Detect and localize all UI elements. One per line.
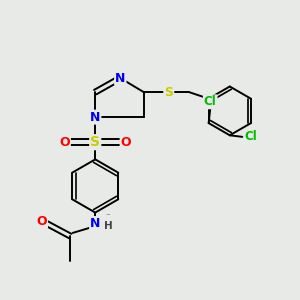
Text: S: S	[90, 135, 100, 149]
Text: H: H	[104, 221, 113, 231]
Text: N: N	[90, 217, 101, 230]
Text: O: O	[59, 136, 70, 149]
Text: O: O	[121, 136, 131, 149]
Text: N: N	[90, 111, 101, 124]
Text: Cl: Cl	[204, 95, 217, 108]
Text: Cl: Cl	[245, 130, 257, 143]
Text: S: S	[164, 85, 173, 99]
Text: ⁻: ⁻	[105, 213, 110, 222]
Text: O: O	[36, 214, 47, 227]
Text: N: N	[115, 71, 125, 85]
